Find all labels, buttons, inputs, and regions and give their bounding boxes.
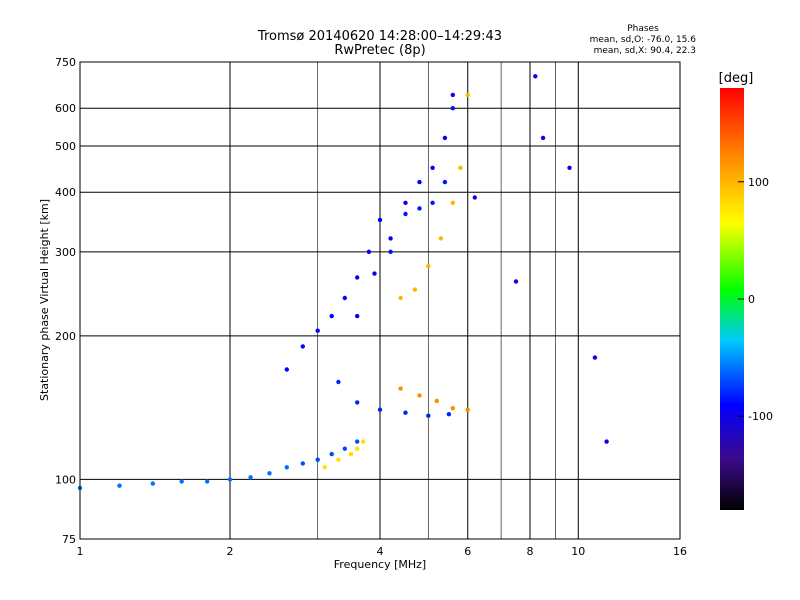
data-point xyxy=(442,135,448,141)
x-tick-label: 10 xyxy=(571,545,585,558)
grid-lines xyxy=(80,62,680,539)
data-point xyxy=(227,477,233,482)
data-point xyxy=(398,386,403,391)
data-point xyxy=(465,407,470,412)
colorbar-tick-labels: 100 0 -100 xyxy=(738,176,773,423)
x-tick-label: 16 xyxy=(673,545,687,558)
x-tick-label: 2 xyxy=(227,545,234,558)
data-point xyxy=(604,439,609,444)
data-point xyxy=(117,483,122,488)
data-point xyxy=(540,135,546,141)
data-point xyxy=(430,165,435,170)
colorbar-tick-label: -100 xyxy=(748,410,773,423)
phase-annotation-o: mean, sd,O: -76.0, 15.6 xyxy=(590,35,697,45)
data-point xyxy=(442,179,448,185)
data-point xyxy=(567,165,572,170)
data-point xyxy=(284,465,289,470)
data-point xyxy=(398,295,403,301)
data-point xyxy=(458,165,463,170)
data-point xyxy=(267,471,272,476)
data-points xyxy=(77,74,609,491)
data-point xyxy=(205,479,210,484)
x-tick-label: 1 xyxy=(77,545,84,558)
data-point xyxy=(426,413,431,418)
y-tick-label: 100 xyxy=(55,473,76,486)
data-point xyxy=(403,200,408,205)
data-point xyxy=(300,344,305,349)
data-point xyxy=(348,451,354,457)
x-tick-labels: 1 2 4 6 8 10 16 xyxy=(77,545,688,558)
data-point xyxy=(284,367,289,372)
data-point xyxy=(360,439,366,444)
data-point xyxy=(592,355,598,360)
data-point xyxy=(342,295,347,301)
data-point xyxy=(355,400,360,405)
y-axis-label: Stationary phase Virtual Height [km] xyxy=(38,199,51,401)
chart-subtitle: RwPretec (8p) xyxy=(334,43,425,58)
colorbar-tick-label: 0 xyxy=(748,293,755,306)
y-tick-label: 500 xyxy=(55,140,76,153)
data-point xyxy=(300,461,305,466)
data-point xyxy=(315,328,320,333)
data-point xyxy=(438,236,444,241)
colorbar-tick-label: 100 xyxy=(748,176,769,189)
data-point xyxy=(355,275,360,280)
data-point xyxy=(372,271,377,276)
data-point xyxy=(150,481,155,486)
data-point xyxy=(403,410,408,415)
data-point xyxy=(446,412,452,417)
data-point xyxy=(430,200,435,205)
y-tick-labels: 75 100 200 300 400 500 600 750 xyxy=(55,56,76,546)
data-point xyxy=(513,279,519,284)
data-point xyxy=(248,475,253,480)
data-point xyxy=(355,439,360,444)
x-axis-label: Frequency [MHz] xyxy=(334,558,426,571)
phase-annotation-heading: Phases xyxy=(627,24,659,34)
data-point xyxy=(329,313,334,319)
y-tick-label: 200 xyxy=(55,330,76,343)
chart-title: Tromsø 20140620 14:28:00–14:29:43 xyxy=(257,29,502,44)
data-point xyxy=(450,200,455,205)
data-point xyxy=(329,451,334,457)
data-point xyxy=(388,236,393,241)
data-point xyxy=(377,407,383,412)
x-tick-label: 8 xyxy=(527,545,534,558)
data-point xyxy=(412,287,418,292)
data-point xyxy=(355,313,360,319)
y-tick-label: 75 xyxy=(62,533,76,546)
data-point xyxy=(403,211,408,217)
data-point xyxy=(377,217,383,223)
data-point xyxy=(336,379,341,385)
data-point xyxy=(465,92,470,98)
data-point xyxy=(450,92,455,98)
data-point xyxy=(417,393,422,398)
data-point xyxy=(366,249,372,254)
y-tick-label: 750 xyxy=(55,56,76,69)
data-point xyxy=(315,457,320,462)
y-tick-label: 400 xyxy=(55,186,76,199)
data-point xyxy=(450,106,455,111)
x-tick-label: 4 xyxy=(377,545,384,558)
data-point xyxy=(322,465,327,470)
data-point xyxy=(355,446,360,451)
data-point xyxy=(417,179,422,185)
data-point xyxy=(179,479,184,484)
y-tick-label: 600 xyxy=(55,102,76,115)
y-tick-label: 300 xyxy=(55,246,76,259)
data-point xyxy=(342,446,347,451)
data-point xyxy=(450,406,455,411)
phase-annotation-x: mean, sd,X: 90.4, 22.3 xyxy=(594,46,696,56)
plot-frame xyxy=(79,61,681,540)
x-tick-label: 6 xyxy=(464,545,471,558)
data-point xyxy=(426,263,431,269)
data-point xyxy=(533,74,538,79)
data-point xyxy=(417,206,422,211)
data-point xyxy=(472,195,477,200)
data-point xyxy=(336,457,341,462)
colorbar-label: [deg] xyxy=(719,71,754,86)
data-point xyxy=(434,398,439,404)
data-point xyxy=(388,249,393,254)
